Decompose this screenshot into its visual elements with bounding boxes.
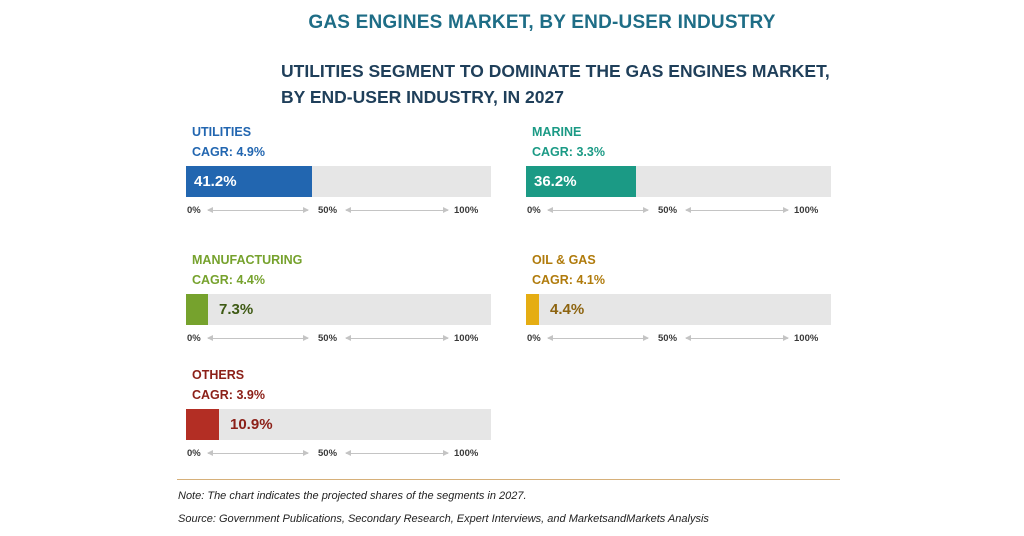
tick-label-0: 0% — [527, 205, 541, 216]
scale-arrow — [345, 207, 449, 213]
chart-note: Note: The chart indicates the projected … — [178, 490, 527, 502]
segment-panel: MANUFACTURING CAGR: 4.4% 7.3% 0% 50% 100… — [186, 253, 496, 363]
segment-panel: MARINE CAGR: 3.3% 36.2% 0% 50% 100% — [526, 125, 836, 235]
segment-cagr: CAGR: 4.1% — [532, 273, 605, 287]
segment-name: MANUFACTURING — [192, 253, 303, 267]
scale-arrow — [547, 335, 649, 341]
segment-panel: OIL & GAS CAGR: 4.1% 4.4% 0% 50% 100% — [526, 253, 836, 363]
tick-label-50: 50% — [658, 333, 678, 344]
tick-label-0: 0% — [527, 333, 541, 344]
tick-label-0: 0% — [187, 205, 201, 216]
footer-divider — [177, 479, 840, 480]
bar-fill — [526, 294, 539, 325]
bar-value-label: 36.2% — [534, 173, 577, 190]
bar-fill — [526, 166, 636, 197]
tick-label-100: 100% — [454, 333, 479, 344]
bar-track: 4.4% — [526, 294, 831, 325]
page-title: GAS ENGINES MARKET, BY END-USER INDUSTRY — [308, 12, 776, 33]
segment-name: OTHERS — [192, 368, 245, 382]
segment-panel: OTHERS CAGR: 3.9% 10.9% 0% 50% 100% — [186, 368, 496, 478]
scale-axis: 0% 50% 100% — [186, 202, 496, 218]
bar-track: 10.9% — [186, 409, 491, 440]
segment-name: UTILITIES — [192, 125, 252, 139]
bar-fill — [186, 294, 208, 325]
chart-subtitle: UTILITIES SEGMENT TO DOMINATE THE GAS EN… — [281, 58, 830, 110]
scale-axis: 0% 50% 100% — [186, 445, 496, 461]
subtitle-line-2: BY END-USER INDUSTRY, IN 2027 — [281, 87, 564, 107]
tick-label-100: 100% — [794, 333, 819, 344]
tick-label-50: 50% — [318, 205, 338, 216]
segment-panel: UTILITIES CAGR: 4.9% 41.2% 0% 50% 100% — [186, 125, 496, 235]
scale-axis: 0% 50% 100% — [186, 330, 496, 346]
tick-label-50: 50% — [318, 448, 338, 459]
bar-fill — [186, 409, 219, 440]
scale-arrow — [547, 207, 649, 213]
bar-track: 41.2% — [186, 166, 491, 197]
segment-name: MARINE — [532, 125, 582, 139]
bar-value-label: 10.9% — [230, 416, 273, 433]
scale-arrow — [207, 335, 309, 341]
tick-label-100: 100% — [454, 205, 479, 216]
bar-track: 7.3% — [186, 294, 491, 325]
scale-arrow — [345, 335, 449, 341]
tick-label-100: 100% — [794, 205, 819, 216]
chart-source: Source: Government Publications, Seconda… — [178, 513, 709, 525]
scale-axis: 0% 50% 100% — [526, 202, 836, 218]
bar-fill — [186, 166, 312, 197]
subtitle-line-1: UTILITIES SEGMENT TO DOMINATE THE GAS EN… — [281, 61, 830, 81]
segment-cagr: CAGR: 4.9% — [192, 145, 265, 159]
scale-arrow — [685, 207, 789, 213]
scale-arrow — [207, 450, 309, 456]
segment-name: OIL & GAS — [532, 253, 596, 267]
scale-axis: 0% 50% 100% — [526, 330, 836, 346]
tick-label-50: 50% — [658, 205, 678, 216]
segment-cagr: CAGR: 4.4% — [192, 273, 265, 287]
bar-value-label: 7.3% — [219, 301, 254, 318]
tick-label-50: 50% — [318, 333, 338, 344]
tick-label-0: 0% — [187, 448, 201, 459]
segment-cagr: CAGR: 3.3% — [532, 145, 605, 159]
segment-cagr: CAGR: 3.9% — [192, 388, 265, 402]
bar-value-label: 4.4% — [550, 301, 585, 318]
tick-label-0: 0% — [187, 333, 201, 344]
tick-label-100: 100% — [454, 448, 479, 459]
bar-value-label: 41.2% — [194, 173, 237, 190]
bar-track: 36.2% — [526, 166, 831, 197]
scale-arrow — [685, 335, 789, 341]
scale-arrow — [345, 450, 449, 456]
scale-arrow — [207, 207, 309, 213]
